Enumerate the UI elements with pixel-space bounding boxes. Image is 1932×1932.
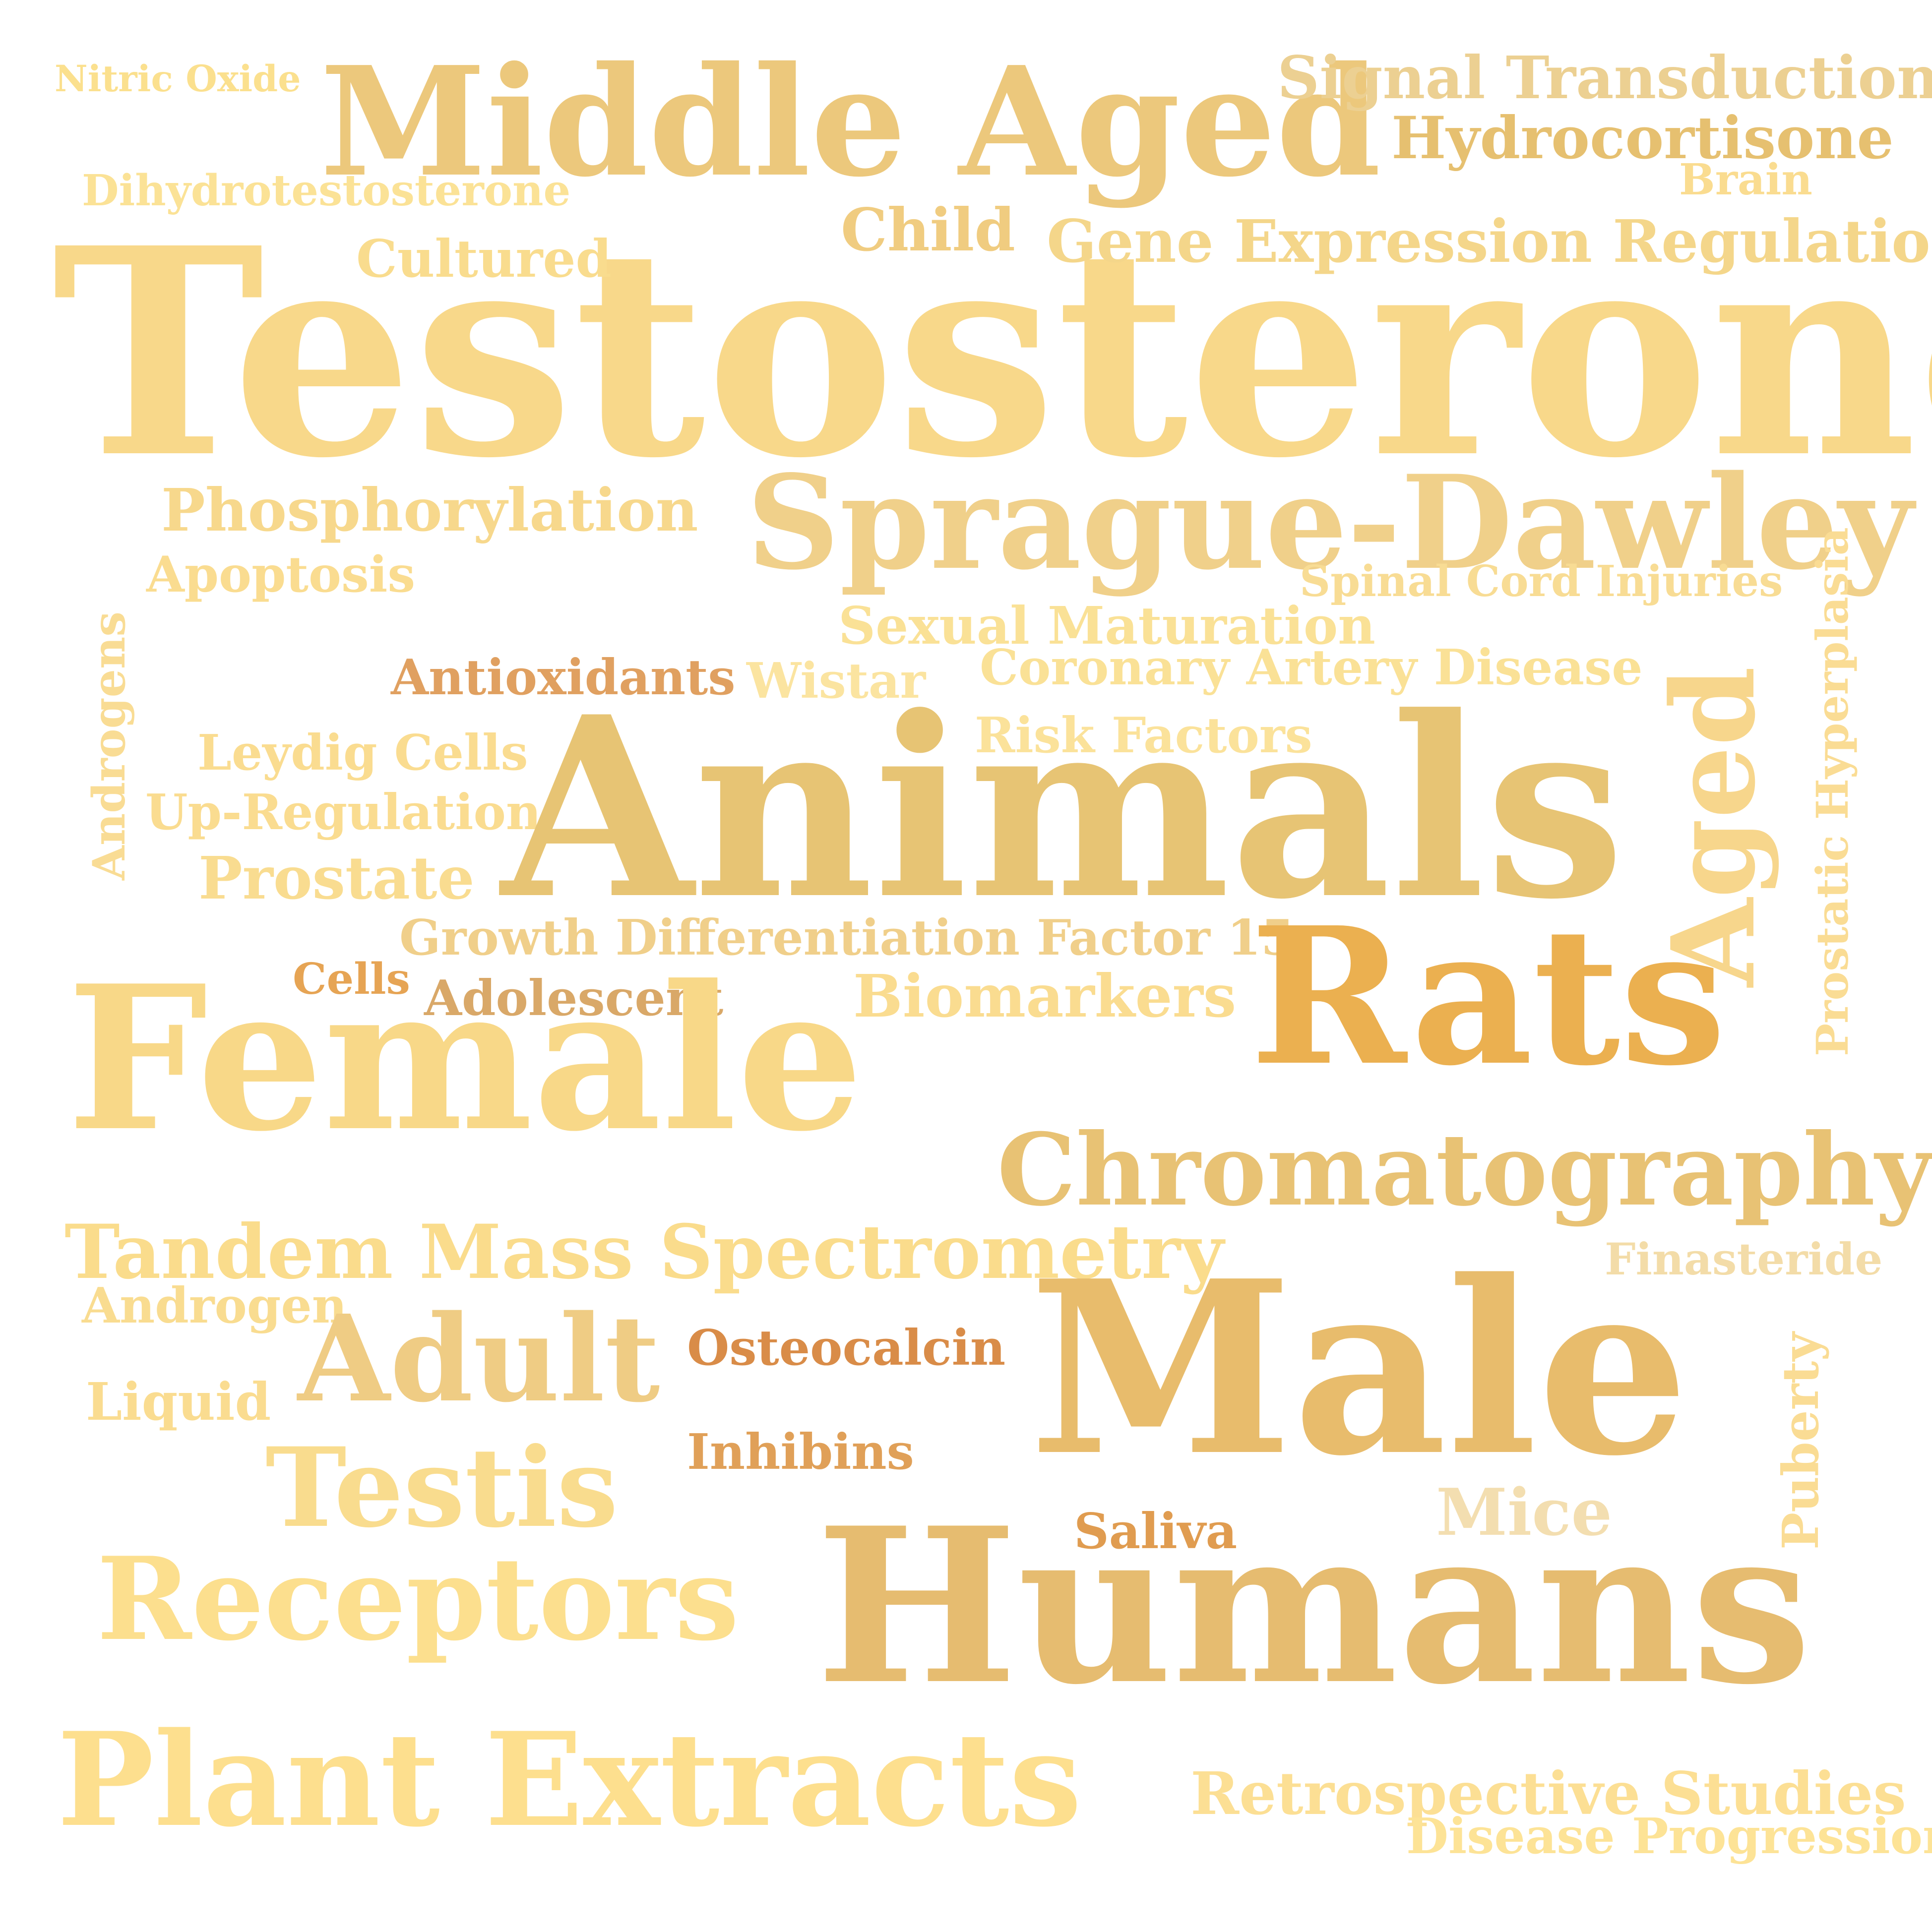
word-adult: Adult — [298, 1289, 660, 1429]
word-nitric-oxide: Nitric Oxide — [55, 58, 301, 100]
word-up-regulation: Up-Regulation — [145, 784, 542, 841]
word-cells: Cells — [293, 954, 410, 1004]
word-retrospective-studies: Retrospective Studies — [1190, 1759, 1906, 1828]
word-signal-transduction: Signal Transduction — [1277, 43, 1932, 112]
word-child: Child — [841, 195, 1015, 264]
word-brain: Brain — [1679, 155, 1812, 205]
word-gene-expression-regulation: Gene Expression Regulation — [1047, 207, 1932, 276]
word-antioxidants: Antioxidants — [391, 649, 736, 706]
word-sexual-maturation: Sexual Maturation — [838, 595, 1375, 656]
word-prostate: Prostate — [198, 844, 475, 912]
word-humans: Humans — [816, 1481, 1812, 1732]
word-androgen: Androgen — [82, 1277, 347, 1334]
word-testosterone: Testosterone — [52, 185, 1932, 521]
word-growth-differentiation-factor-15: Growth Differentiation Factor 15 — [399, 909, 1295, 966]
word-adolescent: Adolescent — [424, 970, 724, 1027]
word-prostatic-hyperplasia: Prostatic Hyperplasia — [1807, 527, 1858, 1056]
word-risk-factors: Risk Factors — [975, 707, 1312, 764]
word-middle-aged: Middle Aged — [320, 34, 1381, 210]
word-receptors: Receptors — [97, 1532, 739, 1666]
word-androgens: Androgens — [83, 611, 135, 880]
word-female: Female — [67, 942, 864, 1175]
word-rats: Rats — [1250, 886, 1727, 1107]
word-animals: Animals — [501, 663, 1625, 954]
word-inhibins: Inhibins — [687, 1424, 914, 1481]
word-chromatography: Chromatography — [997, 1112, 1932, 1228]
word-dihydrotestosterone: Dihydrotestosterone — [82, 166, 571, 216]
word-apoptosis: Apoptosis — [146, 546, 416, 604]
word-osteocalcin: Osteocalcin — [687, 1320, 1006, 1377]
word-sprague-dawley: Sprague-Dawley — [747, 447, 1914, 599]
word-leydig-cells: Leydig Cells — [197, 724, 528, 782]
word-phosphorylation: Phosphorylation — [161, 476, 698, 544]
word-tandem-mass-spectrometry: Tandem Mass Spectrometry — [64, 1208, 1224, 1296]
word-coronary-artery-disease: Coronary Artery Disease — [980, 639, 1643, 696]
word-finasteride: Finasteride — [1605, 1233, 1883, 1285]
word-saliva: Saliva — [1074, 1503, 1238, 1560]
word-wistar: Wistar — [747, 653, 926, 710]
word-plant-extracts: Plant Extracts — [57, 1704, 1082, 1856]
word-hydrocortisone: Hydrocortisone — [1391, 104, 1894, 172]
word-spinal-cord-injuries: Spinal Cord Injuries — [1300, 556, 1783, 606]
word-testis: Testis — [265, 1423, 619, 1552]
word-cultured: Cultured — [356, 228, 612, 289]
word-mice: Mice — [1436, 1474, 1613, 1550]
word-male: Male — [1029, 1229, 1689, 1509]
word-biomarkers: Biomarkers — [853, 962, 1237, 1030]
word-liquid: Liquid — [86, 1371, 271, 1432]
word-disease-progression: Disease Progression — [1406, 1808, 1932, 1865]
